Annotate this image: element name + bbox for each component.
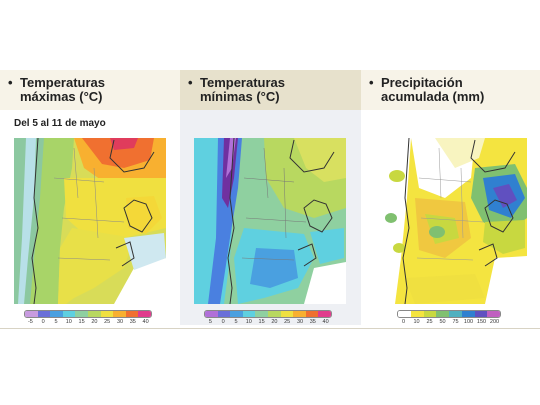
scale-swatch bbox=[305, 311, 319, 317]
scale-swatch bbox=[293, 311, 306, 317]
scale-swatch bbox=[436, 311, 449, 317]
scale-swatch bbox=[62, 311, 76, 317]
bottom-divider bbox=[0, 328, 540, 329]
scale-ticks-precip: 0 10 25 50 75 100 150 200 bbox=[397, 318, 501, 328]
scale-swatch bbox=[423, 311, 437, 317]
scale-swatch bbox=[398, 311, 411, 317]
scale-tick: 10 bbox=[413, 319, 420, 325]
scale-tick: 30 bbox=[116, 319, 124, 325]
scale-tick: 5 bbox=[234, 319, 238, 325]
scale-swatch bbox=[50, 311, 63, 317]
scale-swatch bbox=[267, 311, 281, 317]
scale-tick: 5 bbox=[54, 319, 58, 325]
scale-tick: 0 bbox=[401, 319, 406, 325]
scale-tick: 75 bbox=[452, 319, 459, 325]
map-precipitation bbox=[375, 138, 527, 304]
scale-ticks-max: -5 0 5 10 15 20 25 30 35 40 bbox=[24, 318, 152, 328]
scale-bar-max bbox=[24, 310, 152, 318]
scale-tick: 15 bbox=[258, 319, 265, 325]
scale-tick: -5 bbox=[27, 319, 33, 325]
scale-min: 5 0 5 10 15 20 25 30 35 40 bbox=[204, 310, 332, 328]
panel-title-precip: • Precipitación acumulada (mm) bbox=[369, 75, 485, 104]
scale-swatch bbox=[410, 311, 424, 317]
scale-swatch bbox=[100, 311, 114, 317]
map-min-temperature bbox=[194, 138, 346, 304]
panel-header-max: • Temperaturas máximas (°C) bbox=[0, 70, 180, 110]
scale-tick: 0 bbox=[41, 319, 45, 325]
scale-swatch bbox=[138, 311, 151, 317]
scale-tick: 40 bbox=[142, 319, 149, 325]
scale-swatch bbox=[75, 311, 88, 317]
panel-header-min: • Temperaturas mínimas (°C) bbox=[180, 70, 361, 110]
scale-swatch bbox=[125, 311, 139, 317]
scale-swatch bbox=[242, 311, 256, 317]
scale-swatch bbox=[87, 311, 101, 317]
scale-ticks-min: 5 0 5 10 15 20 25 30 35 40 bbox=[204, 318, 332, 328]
scale-swatch bbox=[230, 311, 243, 317]
scale-swatch bbox=[318, 311, 331, 317]
scale-tick: 25 bbox=[284, 319, 291, 325]
scale-tick: 25 bbox=[426, 319, 433, 325]
scale-tick: 200 bbox=[489, 319, 500, 325]
scale-tick: 10 bbox=[65, 319, 72, 325]
scale-tick: 35 bbox=[309, 319, 316, 325]
scale-tick: 10 bbox=[245, 319, 252, 325]
panel-title-min: • Temperaturas mínimas (°C) bbox=[188, 75, 286, 104]
scale-swatch bbox=[37, 311, 51, 317]
scale-tick: 150 bbox=[476, 319, 487, 325]
scale-max: -5 0 5 10 15 20 25 30 35 40 bbox=[24, 310, 152, 328]
scale-tick: 20 bbox=[91, 319, 98, 325]
scale-tick: 0 bbox=[221, 319, 225, 325]
scale-tick: 20 bbox=[271, 319, 278, 325]
scale-swatch bbox=[474, 311, 488, 317]
scale-swatch bbox=[205, 311, 218, 317]
scale-tick: 40 bbox=[322, 319, 329, 325]
scale-tick: 25 bbox=[104, 319, 111, 325]
scale-swatch bbox=[280, 311, 294, 317]
scale-swatch bbox=[217, 311, 231, 317]
scale-swatch bbox=[487, 311, 500, 317]
scale-swatch bbox=[449, 311, 462, 317]
scale-tick: 50 bbox=[439, 319, 446, 325]
scale-tick: 5 bbox=[208, 319, 212, 325]
scale-swatch bbox=[255, 311, 268, 317]
scale-tick: 30 bbox=[296, 319, 304, 325]
scale-tick: 15 bbox=[78, 319, 85, 325]
bullet-icon: • bbox=[369, 75, 374, 90]
scale-swatch bbox=[25, 311, 38, 317]
bullet-icon: • bbox=[188, 75, 193, 90]
panel-title-max: • Temperaturas máximas (°C) bbox=[8, 75, 106, 104]
date-range-label: Del 5 al 11 de mayo bbox=[14, 118, 106, 129]
scale-swatch bbox=[461, 311, 475, 317]
panel-header-precip: • Precipitación acumulada (mm) bbox=[361, 70, 540, 110]
scale-tick: 100 bbox=[463, 319, 474, 325]
map-max-temperature bbox=[14, 138, 166, 304]
scale-swatch bbox=[113, 311, 126, 317]
scale-bar-precip bbox=[397, 310, 501, 318]
scale-tick: 35 bbox=[129, 319, 136, 325]
scale-precip: 0 10 25 50 75 100 150 200 bbox=[397, 310, 501, 328]
bullet-icon: • bbox=[8, 75, 13, 90]
scale-bar-min bbox=[204, 310, 332, 318]
